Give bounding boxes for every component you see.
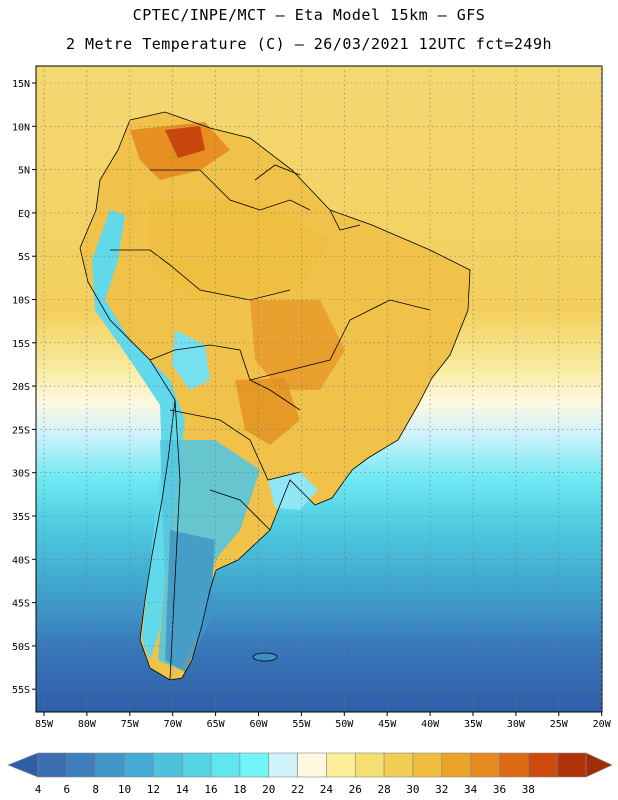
colorbar-level-label: 34 bbox=[464, 783, 478, 796]
colorbar-swatch bbox=[37, 752, 68, 778]
colorbar-swatch bbox=[499, 752, 529, 778]
colorbar-swatch bbox=[528, 752, 558, 778]
lat-tick-label: 5N bbox=[18, 166, 30, 177]
lat-tick-label: 30S bbox=[12, 469, 30, 480]
chart-subtitle: 2 Metre Temperature (C) – 26/03/2021 12U… bbox=[65, 35, 553, 53]
colorbar-level-label: 16 bbox=[204, 783, 217, 796]
andes-cool-band bbox=[92, 210, 185, 660]
colorbar-swatch bbox=[441, 752, 471, 778]
colorbar-swatch bbox=[297, 752, 327, 778]
warm-zone-amazon bbox=[150, 200, 330, 300]
southern-cone-cold bbox=[165, 530, 215, 672]
colorbar-level-label: 18 bbox=[233, 783, 246, 796]
lat-tick-label: 50S bbox=[12, 642, 30, 653]
colorbar-level-label: 28 bbox=[377, 783, 390, 796]
uruguay-cool bbox=[268, 472, 318, 510]
lon-tick-label: 40W bbox=[421, 719, 440, 730]
lon-tick-label: 20W bbox=[593, 719, 612, 730]
lon-tick-label: 70W bbox=[164, 719, 183, 730]
colorbar-swatch bbox=[153, 752, 183, 778]
colorbar-swatch bbox=[412, 752, 443, 778]
plot-frame bbox=[35, 65, 603, 713]
lon-tick-label: 45W bbox=[378, 719, 397, 730]
chart-title: CPTEC/INPE/MCT – Eta Model 15km – GFS bbox=[132, 6, 486, 24]
lat-tick-label: 45S bbox=[12, 599, 30, 610]
hot-zone-central bbox=[250, 300, 345, 390]
lon-tick-label: 50W bbox=[335, 719, 354, 730]
colorbar-swatch bbox=[354, 752, 385, 778]
colorbar-swatch bbox=[383, 752, 414, 778]
colorbar-level-label: 10 bbox=[118, 783, 131, 796]
colorbar-over-triangle bbox=[585, 752, 613, 778]
colorbar-swatch bbox=[470, 752, 500, 778]
colorbar-level-label: 32 bbox=[435, 783, 448, 796]
colorbar-level-label: 22 bbox=[291, 783, 304, 796]
temperature-colorbar: 4 6 8 10 12 14 16 18 20 22 24 26 28 30 32 34 36 38 bbox=[7, 752, 613, 796]
colorbar-level-label: 20 bbox=[262, 783, 275, 796]
colorbar-swatch bbox=[95, 752, 125, 778]
graticule bbox=[32, 66, 603, 716]
colorbar-level-label: 26 bbox=[349, 783, 362, 796]
colorbar-level-label: 38 bbox=[522, 783, 535, 796]
lat-tick-label: EQ bbox=[18, 209, 30, 220]
colorbar-level-label: 36 bbox=[493, 783, 506, 796]
longitude-labels: 85W 80W 75W 70W 65W 60W 55W 50W 45W 40W 35W 30W 25W 2… bbox=[35, 719, 612, 730]
lon-tick-label: 65W bbox=[207, 719, 226, 730]
colorbar-swatch bbox=[181, 752, 212, 778]
colorbar-swatch bbox=[268, 752, 298, 778]
colorbar-level-label: 4 bbox=[35, 783, 42, 796]
lat-tick-label: 20S bbox=[12, 382, 30, 393]
colorbar-swatch bbox=[239, 752, 270, 778]
lat-tick-label: 25S bbox=[12, 425, 30, 436]
lat-tick-label: 15N bbox=[12, 79, 30, 90]
colorbar-swatch bbox=[210, 752, 241, 778]
colorbar-level-label: 6 bbox=[64, 783, 71, 796]
colorbar-swatch bbox=[326, 752, 356, 778]
country-borders bbox=[79, 111, 471, 681]
colorbar-level-label: 14 bbox=[176, 783, 190, 796]
latitude-labels: 15N 10N 5N EQ 5S 10S 15S 20S 25S 30S 35S 40S 45S 50S 5… bbox=[12, 79, 30, 696]
colorbar-level-label: 12 bbox=[147, 783, 160, 796]
lat-tick-label: 10N bbox=[12, 122, 30, 133]
falkland-islands bbox=[252, 652, 278, 662]
lon-tick-label: 25W bbox=[550, 719, 569, 730]
lat-tick-label: 10S bbox=[12, 296, 30, 307]
lat-tick-label: 15S bbox=[12, 339, 30, 350]
colorbar-swatch bbox=[66, 752, 96, 778]
colorbar-swatch bbox=[124, 752, 154, 778]
lon-tick-label: 80W bbox=[78, 719, 97, 730]
hot-zone-colombia bbox=[165, 126, 205, 158]
lon-tick-label: 55W bbox=[292, 719, 311, 730]
colorbar-level-label: 8 bbox=[92, 783, 99, 796]
colorbar-swatch bbox=[556, 752, 587, 778]
lon-tick-label: 60W bbox=[249, 719, 268, 730]
hot-zone-chaco bbox=[235, 378, 300, 445]
lon-tick-label: 35W bbox=[464, 719, 483, 730]
lon-tick-label: 85W bbox=[35, 719, 54, 730]
lon-tick-label: 30W bbox=[507, 719, 526, 730]
lat-tick-label: 5S bbox=[18, 252, 30, 263]
bolivia-altiplano bbox=[172, 330, 210, 390]
lon-tick-label: 75W bbox=[121, 719, 140, 730]
colorbar-level-label: 24 bbox=[320, 783, 334, 796]
colorbar-level-label: 30 bbox=[406, 783, 419, 796]
lat-tick-label: 40S bbox=[12, 555, 30, 566]
lat-tick-label: 35S bbox=[12, 512, 30, 523]
lat-tick-label: 55S bbox=[12, 685, 30, 696]
colorbar-under-triangle bbox=[7, 752, 39, 778]
temperature-map: 15N 10N 5N EQ 5S 10S 15S 20S 25S 30S 35S 40S 45S 50S 5… bbox=[12, 65, 612, 730]
